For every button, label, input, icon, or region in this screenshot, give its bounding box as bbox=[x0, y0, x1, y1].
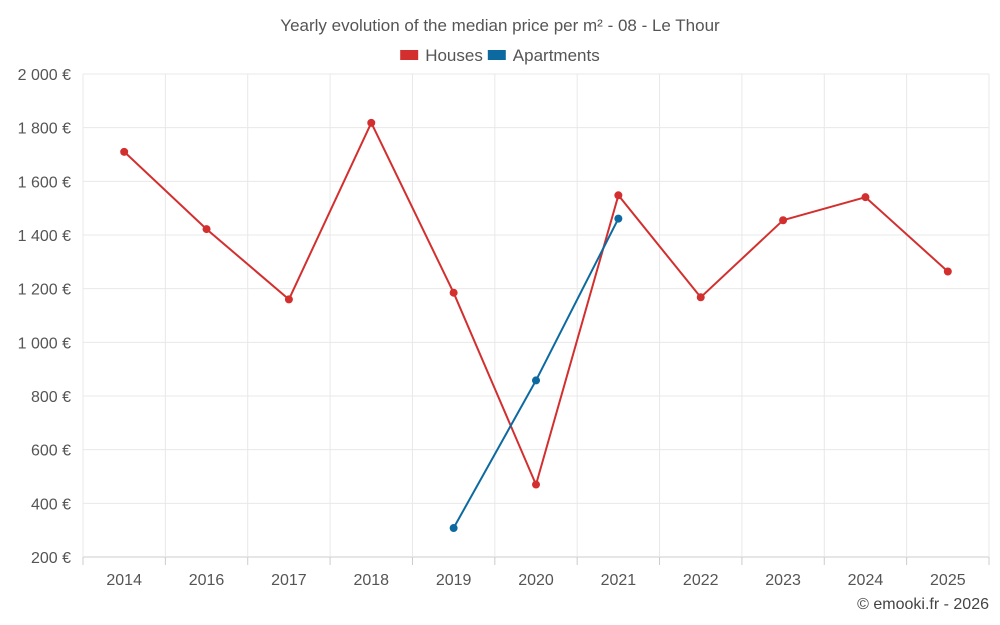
y-tick-label: 800 € bbox=[31, 389, 71, 406]
data-point bbox=[696, 293, 705, 302]
x-tick-label: 2019 bbox=[436, 572, 472, 589]
data-point bbox=[861, 193, 870, 202]
legend-swatch bbox=[487, 50, 506, 60]
data-point bbox=[284, 295, 293, 304]
data-point bbox=[202, 225, 211, 234]
legend-label: Houses bbox=[425, 46, 483, 65]
series-apartments bbox=[449, 214, 623, 533]
legend-item-apartments[interactable]: Apartments bbox=[487, 46, 600, 65]
data-point bbox=[532, 480, 540, 489]
y-tick-label: 1 600 € bbox=[18, 174, 71, 191]
x-tick-label: 2020 bbox=[518, 572, 554, 589]
x-tick-label: 2022 bbox=[683, 572, 719, 589]
x-tick-label: 2016 bbox=[189, 572, 225, 589]
x-tick-label: 2018 bbox=[353, 572, 389, 589]
legend-item-houses[interactable]: Houses bbox=[400, 46, 483, 65]
x-tick-label: 2021 bbox=[601, 572, 637, 589]
legend: Houses Apartments bbox=[400, 46, 600, 65]
y-tick-label: 1 000 € bbox=[18, 335, 71, 352]
x-tick-label: 2023 bbox=[765, 572, 801, 589]
credit-text: © emooki.fr - 2026 bbox=[857, 596, 989, 613]
data-point bbox=[943, 267, 952, 276]
data-point bbox=[614, 214, 623, 223]
y-axis-ticks: 200 € 400 € 600 € 800 € 1 000 € 1 200 € 1 400 … bbox=[18, 67, 71, 567]
legend-swatch bbox=[400, 50, 419, 60]
y-tick-label: 1 400 € bbox=[18, 228, 71, 245]
grid bbox=[82, 73, 990, 565]
y-tick-label: 400 € bbox=[31, 496, 71, 513]
data-point bbox=[449, 524, 458, 533]
y-tick-label: 1 800 € bbox=[18, 121, 71, 138]
x-tick-label: 2024 bbox=[848, 572, 884, 589]
chart-title: Yearly evolution of the median price per… bbox=[280, 16, 720, 35]
series-layer bbox=[120, 118, 952, 533]
data-point bbox=[779, 216, 788, 225]
data-point bbox=[367, 118, 376, 127]
y-tick-label: 2 000 € bbox=[18, 67, 71, 84]
y-tick-label: 200 € bbox=[31, 550, 71, 567]
data-point bbox=[120, 147, 129, 156]
y-tick-label: 600 € bbox=[31, 443, 71, 460]
series-houses bbox=[120, 118, 952, 489]
data-point bbox=[449, 288, 458, 297]
x-tick-label: 2014 bbox=[106, 572, 142, 589]
x-axis-ticks: 2014 2016 2017 2018 2019 2020 2021 2022 2023 2024… bbox=[106, 572, 965, 589]
x-tick-label: 2017 bbox=[271, 572, 307, 589]
y-tick-label: 1 200 € bbox=[18, 282, 71, 299]
data-point bbox=[614, 191, 623, 200]
legend-label: Apartments bbox=[513, 46, 600, 65]
x-tick-label: 2025 bbox=[930, 572, 966, 589]
data-point bbox=[532, 376, 540, 385]
